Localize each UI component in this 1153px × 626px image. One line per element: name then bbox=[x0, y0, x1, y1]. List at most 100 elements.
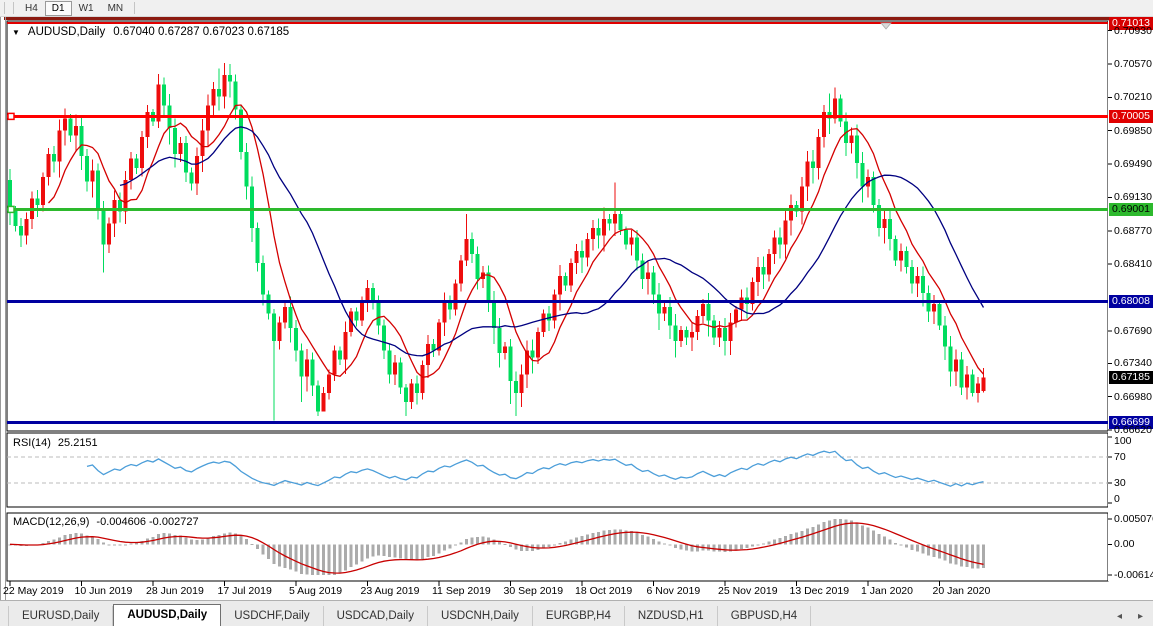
hline-handle[interactable] bbox=[7, 205, 15, 214]
candle-body bbox=[464, 239, 469, 261]
macd-histogram-bar bbox=[437, 544, 441, 554]
toolbar-separator bbox=[13, 2, 14, 14]
tab-scroll-left-icon[interactable]: ◂ bbox=[1116, 611, 1122, 622]
macd-histogram-bar bbox=[514, 544, 518, 550]
price-axis-label: 0.70210 bbox=[1114, 91, 1152, 104]
rsi-line bbox=[86, 450, 984, 487]
rsi-axis-label: 30 bbox=[1114, 477, 1126, 490]
macd-histogram-bar bbox=[184, 537, 188, 545]
macd-histogram-bar bbox=[828, 520, 831, 545]
candle-body bbox=[398, 362, 403, 388]
candle-body bbox=[184, 142, 188, 173]
chart-tab-eurusd-daily[interactable]: EURUSD,Daily bbox=[8, 606, 114, 626]
candle-body bbox=[569, 263, 573, 286]
chart-tab-usdcnh-daily[interactable]: USDCNH,Daily bbox=[428, 606, 533, 626]
ma-fast-line bbox=[48, 104, 984, 378]
chart-tab-usdcad-daily[interactable]: USDCAD,Daily bbox=[324, 606, 428, 626]
timeframe-button-H4[interactable]: H4 bbox=[25, 2, 38, 14]
macd-histogram-bar bbox=[377, 544, 380, 556]
chart-tab-gbpusd-h4[interactable]: GBPUSD,H4 bbox=[718, 606, 812, 626]
macd-histogram-bar bbox=[129, 543, 133, 545]
timeframe-button-W1[interactable]: W1 bbox=[78, 2, 94, 14]
macd-histogram-bar bbox=[162, 533, 166, 545]
macd-pane-label: MACD(12,26,9) -0.004606 -0.002727 bbox=[13, 516, 199, 528]
candle-body bbox=[734, 309, 738, 323]
macd-histogram-bar bbox=[217, 535, 221, 545]
timeframe-button-MN[interactable]: MN bbox=[107, 2, 124, 14]
macd-histogram-bar bbox=[971, 544, 974, 569]
chart-shift-marker-icon[interactable] bbox=[880, 22, 892, 30]
macd-histogram-bar bbox=[212, 536, 215, 545]
candle-body bbox=[860, 163, 865, 187]
toolbar-separator bbox=[4, 2, 5, 14]
candle-body bbox=[409, 383, 414, 403]
candle-body bbox=[756, 266, 760, 282]
macd-histogram-bar bbox=[201, 539, 204, 545]
candle-body bbox=[497, 328, 502, 354]
candle-body bbox=[591, 228, 595, 240]
macd-histogram-bar bbox=[855, 522, 859, 545]
chart-tab-nzdusd-h1[interactable]: NZDUSD,H1 bbox=[625, 606, 718, 626]
price-axis-label: 0.70570 bbox=[1114, 58, 1152, 71]
candle-body bbox=[173, 127, 177, 154]
candle-body bbox=[244, 152, 249, 187]
macd-histogram-bar bbox=[910, 544, 914, 550]
hline-handle[interactable] bbox=[7, 112, 15, 121]
window-left-edge bbox=[0, 17, 1, 600]
date-axis-label: 30 Sep 2019 bbox=[503, 585, 564, 597]
candle-body bbox=[294, 328, 298, 351]
candle-body bbox=[673, 325, 678, 342]
candle-body bbox=[354, 311, 359, 321]
candle-body bbox=[855, 135, 859, 164]
candle-body bbox=[46, 153, 51, 178]
chart-tab-audusd-daily[interactable]: AUDUSD,Daily bbox=[113, 604, 222, 626]
candle-body bbox=[833, 98, 837, 119]
candle-body bbox=[717, 328, 722, 338]
candle-body bbox=[899, 251, 903, 261]
rsi-indicator-value: 25.2151 bbox=[57, 437, 98, 449]
candle-body bbox=[74, 126, 78, 136]
candle-body bbox=[624, 229, 628, 245]
candle-body bbox=[448, 302, 452, 310]
macd-histogram-bar bbox=[872, 530, 875, 545]
candle-body bbox=[387, 350, 392, 375]
macd-histogram-bar bbox=[245, 539, 248, 545]
rsi-indicator-name: RSI(14) bbox=[13, 437, 51, 449]
candle-body bbox=[162, 84, 166, 106]
macd-signal-line bbox=[9, 522, 984, 574]
macd-histogram-bar bbox=[333, 544, 336, 575]
macd-histogram-bar bbox=[63, 535, 67, 545]
macd-histogram-bar bbox=[168, 533, 171, 545]
price-badge: 0.70005 bbox=[1109, 109, 1153, 123]
macd-histogram-bar bbox=[91, 536, 94, 545]
candle-body bbox=[635, 237, 639, 261]
candle-body bbox=[79, 126, 84, 156]
candle-body bbox=[316, 385, 320, 412]
candle-body bbox=[871, 177, 876, 205]
macd-axis-label: 0.00 bbox=[1114, 538, 1135, 551]
candle-body bbox=[211, 89, 216, 106]
macd-histogram-bar bbox=[553, 544, 556, 546]
candle-body bbox=[558, 276, 562, 295]
timeframe-button-D1[interactable]: D1 bbox=[44, 0, 72, 16]
chart-tab-usdchf-daily[interactable]: USDCHF,Daily bbox=[221, 606, 324, 626]
macd-histogram-bar bbox=[476, 536, 479, 545]
macd-histogram-bar bbox=[234, 533, 237, 545]
chart-dropdown-icon[interactable]: ▼ bbox=[12, 27, 20, 37]
chart-tab-eurgbp-h4[interactable]: EURGBP,H4 bbox=[533, 606, 625, 626]
candle-body bbox=[129, 158, 133, 180]
candle-body bbox=[728, 322, 733, 342]
candle-body bbox=[519, 374, 524, 393]
candle-body bbox=[552, 294, 557, 321]
chart-title: ▼ AUDUSD,Daily 0.67040 0.67287 0.67023 0… bbox=[12, 26, 289, 38]
macd-histogram-bar bbox=[729, 544, 732, 552]
macd-histogram-bar bbox=[844, 519, 848, 545]
tab-scroll-right-icon[interactable]: ▸ bbox=[1137, 611, 1143, 622]
macd-histogram-bar bbox=[316, 544, 320, 575]
macd-histogram-bar bbox=[118, 544, 122, 546]
macd-histogram-bar bbox=[586, 534, 589, 545]
candle-body bbox=[789, 204, 793, 221]
candle-body bbox=[233, 81, 238, 110]
